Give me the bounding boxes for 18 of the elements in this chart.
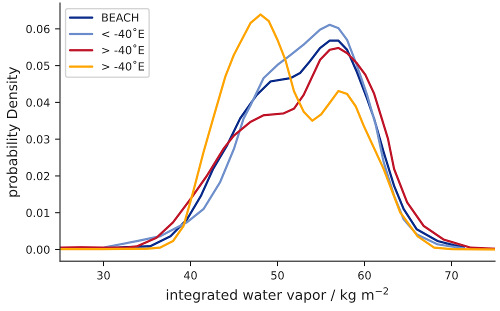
x-tick-label: 70 bbox=[445, 271, 458, 280]
legend-label: > -40˚E bbox=[102, 44, 144, 54]
y-tick-label: 0.04 bbox=[26, 98, 50, 107]
x-tick-label: 30 bbox=[97, 271, 110, 280]
x-tick-label: 40 bbox=[184, 271, 197, 280]
y-axis-title: probability Density bbox=[6, 66, 20, 197]
legend-label: > -40˚E bbox=[102, 60, 144, 71]
y-tick-label: 0.03 bbox=[26, 135, 50, 144]
x-tick-label: 50 bbox=[271, 271, 284, 280]
x-axis-title: integrated water vapor / kg m$^{−2}$ bbox=[166, 287, 388, 303]
y-tick-label: 0.00 bbox=[26, 245, 50, 254]
legend-label: BEACH bbox=[102, 13, 138, 22]
y-tick-label: 0.01 bbox=[26, 208, 50, 218]
x-tick-label: 60 bbox=[358, 271, 371, 280]
legend-label: < -40˚E bbox=[102, 28, 144, 38]
y-tick-label: 0.05 bbox=[26, 62, 50, 70]
y-tick-label: 0.06 bbox=[26, 24, 50, 34]
y-tick-label: 0.02 bbox=[26, 172, 50, 180]
